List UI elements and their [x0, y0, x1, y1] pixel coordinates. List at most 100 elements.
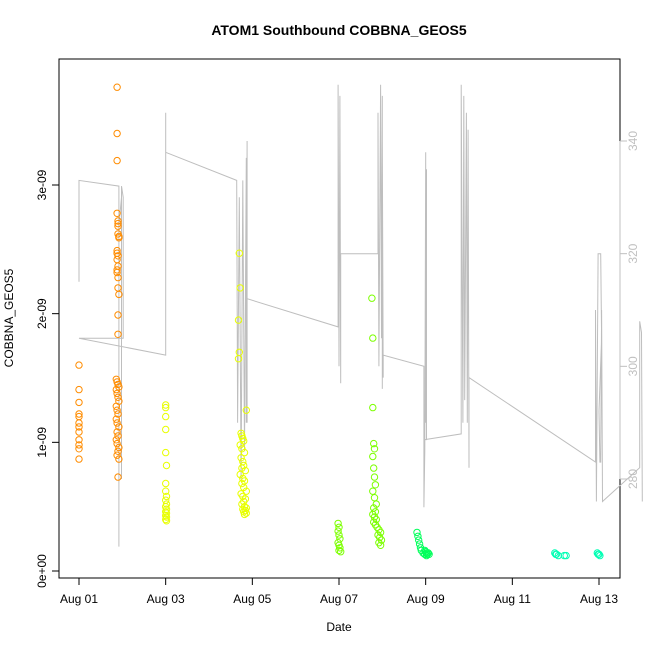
data-point [593, 549, 601, 557]
data-point [113, 419, 121, 427]
data-point [236, 441, 244, 449]
data-point [114, 273, 122, 282]
data-point [236, 470, 244, 479]
x-tick-label: Aug 01 [60, 592, 98, 606]
data-point [113, 268, 121, 277]
data-point [413, 528, 421, 537]
data-point [114, 393, 122, 401]
data-point [335, 523, 343, 531]
data-point [75, 445, 83, 453]
data-point [240, 483, 248, 492]
data-point [75, 455, 83, 463]
data-point [335, 531, 343, 539]
data-point [238, 500, 246, 508]
data-point [75, 398, 83, 407]
data-point [237, 454, 245, 462]
y-tick-label: 3e-09 [35, 169, 49, 200]
y-tick-label: 1e-09 [35, 427, 49, 458]
data-point [377, 536, 386, 544]
data-point [376, 528, 385, 537]
data-point [239, 492, 247, 501]
data-point [242, 509, 251, 517]
x-tick-label: Aug 07 [320, 592, 358, 606]
data-point [113, 129, 121, 138]
data-point [75, 361, 83, 369]
x-tick-label: Aug 09 [407, 592, 445, 606]
data-point [414, 532, 422, 540]
data-point [370, 464, 378, 472]
data-point [241, 466, 250, 475]
x-tick-label: Aug 03 [147, 592, 185, 606]
data-point [370, 473, 379, 481]
data-point [236, 284, 244, 292]
points-layer [75, 83, 604, 560]
data-point [113, 428, 121, 436]
x-tick-label: Aug 05 [233, 592, 271, 606]
y-axis: 0e+00 1e-09 2e-09 3e-09 [35, 169, 60, 588]
data-point [113, 156, 121, 165]
y2-axis: 280 300 320 340 [619, 131, 640, 489]
data-point [162, 401, 170, 409]
data-point [114, 330, 122, 338]
data-point [114, 217, 122, 225]
data-point [112, 402, 121, 410]
y-tick-label: 0e+00 [35, 554, 49, 588]
data-point [238, 445, 246, 453]
data-point [113, 406, 121, 414]
data-point [234, 316, 243, 324]
data-point [162, 517, 171, 525]
right-axis-line [78, 84, 643, 547]
data-point [75, 385, 83, 394]
data-point [162, 515, 170, 524]
data-point [75, 441, 83, 449]
data-point [238, 479, 246, 488]
x-tick-label: Aug 11 [494, 592, 531, 606]
data-point [113, 209, 121, 218]
data-point [114, 432, 122, 440]
data-point [112, 415, 121, 423]
data-point [552, 550, 561, 558]
data-point [369, 452, 377, 461]
data-point [368, 294, 376, 302]
data-point [75, 423, 83, 431]
data-point [596, 551, 604, 560]
x-tick-label: Aug 13 [580, 592, 618, 606]
data-point [234, 355, 243, 363]
data-point [114, 311, 122, 319]
data-point [370, 445, 379, 453]
data-point [112, 436, 121, 444]
data-point [337, 548, 345, 556]
data-point [112, 385, 121, 394]
data-point [114, 410, 122, 418]
data-point [113, 83, 121, 91]
data-point [115, 423, 123, 431]
data-point [115, 290, 123, 299]
data-point [114, 222, 122, 230]
data-point [162, 425, 170, 434]
x-axis: Aug 01 Aug 03 Aug 05 Aug 07 Aug 09 Aug 11 Aug … [60, 577, 618, 606]
data-point [422, 551, 431, 560]
data-point [370, 439, 378, 448]
data-point [240, 448, 249, 457]
data-point [369, 487, 377, 495]
data-point [114, 447, 122, 455]
data-point [240, 510, 249, 519]
data-point [162, 461, 171, 470]
data-point [75, 428, 83, 436]
data-point [113, 246, 121, 255]
data-point [113, 266, 121, 274]
y2-tick-label: 320 [626, 243, 640, 263]
y-tick-label: 2e-09 [35, 298, 49, 329]
data-point [372, 515, 380, 524]
y2-tick-label: 340 [626, 131, 640, 151]
data-point [162, 492, 171, 501]
data-point [336, 535, 344, 543]
data-point [235, 249, 244, 257]
data-point [415, 536, 423, 544]
data-point [371, 508, 380, 516]
data-point [334, 519, 342, 528]
data-point [114, 284, 122, 292]
data-point [369, 403, 377, 412]
data-point [162, 412, 170, 421]
data-point [162, 448, 170, 457]
